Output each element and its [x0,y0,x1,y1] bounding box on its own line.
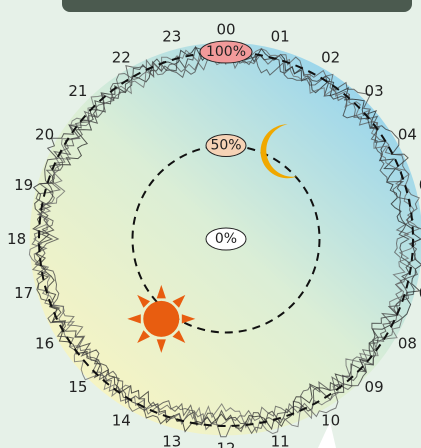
hour-label-17: 17 [14,284,33,302]
hour-label-19: 19 [14,176,33,194]
pointer-wedge [318,422,336,448]
hour-label-18: 18 [7,230,26,248]
svg-text:100%: 100% [206,44,246,60]
sun-icon [127,284,196,353]
hour-label-15: 15 [68,378,87,396]
hour-label-20: 20 [35,125,54,143]
hour-label-23: 23 [162,28,181,46]
hour-label-22: 22 [112,49,131,67]
hour-label-04: 04 [398,125,417,143]
hour-label-09: 09 [365,378,384,396]
hour-label-05: 05 [419,176,421,194]
hour-label-16: 16 [35,335,54,353]
svg-text:50%: 50% [210,138,241,154]
top-header-bar [62,0,412,12]
percent-label-100: 100% [199,40,253,64]
percent-label-0: 0% [205,227,247,251]
svg-text:0%: 0% [215,231,237,247]
data-traces [28,41,421,438]
hour-label-02: 02 [321,49,340,67]
hour-label-08: 08 [398,335,417,353]
day-night-symbols [127,124,298,353]
hour-label-03: 03 [365,82,384,100]
moon-icon [260,124,298,179]
trace-series-5 [35,43,421,438]
percent-labels: 50% 100% 0% [199,40,253,251]
hour-label-14: 14 [112,411,131,429]
hour-label-11: 11 [271,432,290,448]
trace-series-2 [31,52,420,431]
hour-label-10: 10 [321,411,340,429]
hour-label-01: 01 [271,28,290,46]
hour-label-13: 13 [162,432,181,448]
hour-label-07: 07 [419,284,421,302]
hour-label-21: 21 [68,82,87,100]
trace-series-4 [28,47,420,435]
hour-label-12: 12 [216,439,235,448]
trace-series-1 [32,45,421,433]
percent-label-50: 50% [205,134,247,157]
trace-series-3 [34,41,415,426]
hour-label-00: 00 [216,21,235,39]
hour-labels: 0001020304050607080910111213141516171819… [7,21,421,448]
ring-100-percent [38,51,414,427]
